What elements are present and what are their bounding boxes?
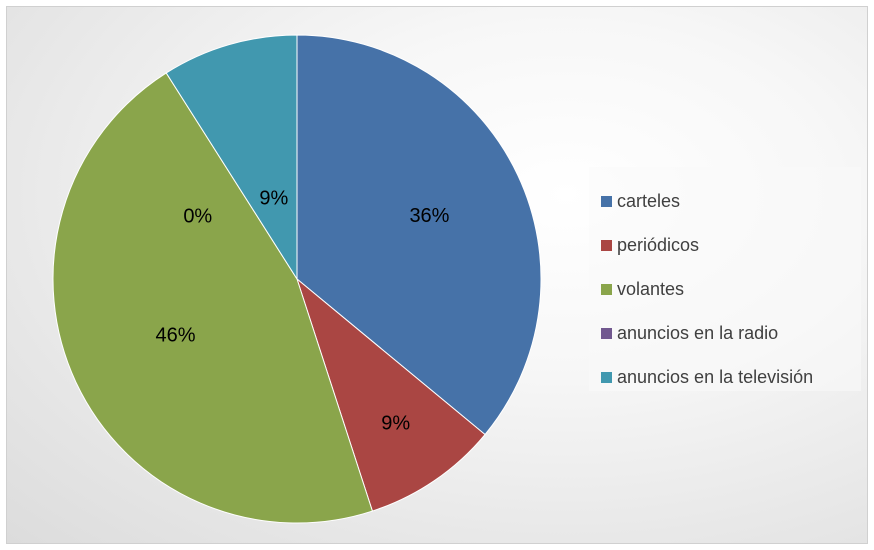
legend-label-periodicos: periódicos <box>617 234 700 255</box>
pie-slices <box>52 34 542 524</box>
pie-data-labels: 36% 9% 46% 0% 9% <box>156 188 450 435</box>
legend-item-anuncios-radio: anuncios en la radio <box>601 311 861 355</box>
legend-swatch-carteles <box>601 195 612 207</box>
legend-swatch-anuncios-television <box>601 371 612 383</box>
data-label-anuncios-radio: 0% <box>183 205 212 227</box>
data-label-carteles: 36% <box>409 205 449 227</box>
legend-item-periodicos: periódicos <box>601 223 861 267</box>
data-label-anuncios-television: 9% <box>259 188 288 210</box>
legend-item-anuncios-television: anuncios en la televisión <box>601 355 861 399</box>
legend-item-volantes: volantes <box>601 267 861 311</box>
legend-swatch-periodicos <box>601 239 612 251</box>
legend-label-carteles: carteles <box>617 190 681 211</box>
pie-slice-anuncios-television <box>165 34 298 281</box>
data-label-volantes: 46% <box>156 324 196 346</box>
legend-label-anuncios-radio: anuncios en la radio <box>617 322 779 343</box>
pie-chart: 36% 9% 46% 0% 9% <box>52 34 542 524</box>
legend-label-anuncios-television: anuncios en la televisión <box>617 366 814 387</box>
legend: carteles periódicos volantes anuncios en… <box>589 167 861 391</box>
pie-slice-periodicos <box>295 277 486 512</box>
pie-slice-volantes <box>52 72 374 524</box>
data-label-periodicos: 9% <box>381 413 410 435</box>
legend-swatch-anuncios-radio <box>601 327 612 339</box>
legend-label-volantes: volantes <box>617 278 685 299</box>
legend-swatch-volantes <box>601 283 612 295</box>
chart-area: 36% 9% 46% 0% 9% carteles periódicos volante… <box>6 6 868 544</box>
pie-slice-carteles <box>296 34 542 436</box>
legend-item-carteles: carteles <box>601 179 861 223</box>
